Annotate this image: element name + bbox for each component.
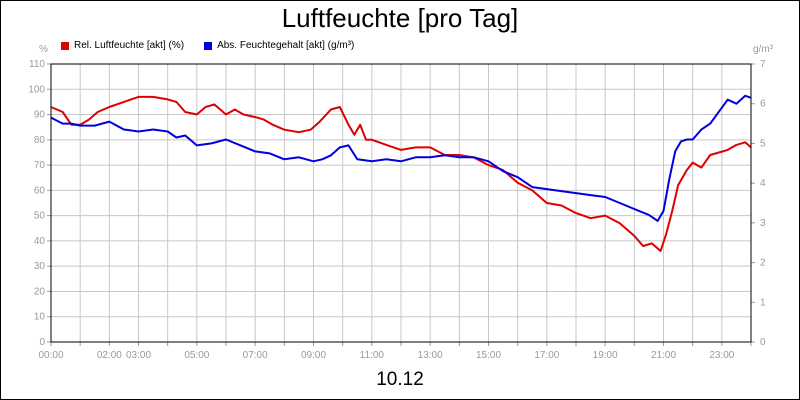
legend-item-rel-humidity: Rel. Luftfeuchte [akt] (%) — [61, 40, 184, 51]
y-right-tick-label: 6 — [760, 99, 766, 110]
x-tick-label: 17:00 — [534, 350, 559, 361]
y-right-tick-label: 5 — [760, 138, 766, 149]
y-right-tick-label: 7 — [760, 59, 766, 70]
x-tick-label: 07:00 — [243, 350, 268, 361]
y-left-tick-label: 70 — [34, 160, 46, 171]
legend-swatch-red — [61, 41, 69, 50]
x-tick-label: 23:00 — [709, 350, 734, 361]
y-left-tick-label: 30 — [34, 261, 46, 272]
legend-item-abs-humidity: Abs. Feuchtegehalt [akt] (g/m³) — [204, 40, 354, 51]
y-left-tick-label: 10 — [34, 312, 46, 323]
y-left-tick-label: 110 — [29, 59, 45, 70]
x-tick-label: 05:00 — [184, 350, 209, 361]
y-left-unit: % — [39, 44, 48, 55]
y-left-tick-label: 90 — [34, 110, 46, 121]
legend-swatch-blue — [204, 41, 213, 50]
x-tick-label: 03:00 — [126, 350, 151, 361]
chart-title: Luftfeuchte [pro Tag] — [281, 3, 519, 33]
y-right-tick-label: 0 — [760, 337, 766, 348]
series-line-abs-humidity — [50, 94, 752, 222]
x-tick-label: 00:00 — [38, 350, 63, 361]
x-tick-label: 09:00 — [301, 350, 326, 361]
y-right-unit: g/m³ — [753, 44, 773, 55]
y-right-tick-label: 3 — [760, 218, 766, 229]
date-label: 10.12 — [376, 369, 424, 390]
y-left-tick-label: 20 — [34, 286, 46, 297]
y-right-tick-label: 2 — [760, 258, 766, 269]
x-tick-label: 11:00 — [360, 350, 385, 361]
x-tick-label: 15:00 — [476, 350, 501, 361]
legend-label-rel-humidity: Rel. Luftfeuchte [akt] (%) — [74, 40, 185, 51]
x-tick-label: 21:00 — [651, 350, 676, 361]
series-line-rel-humidity — [50, 95, 752, 252]
plot-border — [50, 63, 752, 343]
y-right-tick-label: 1 — [760, 297, 766, 308]
y-right-tick-label: 4 — [760, 178, 766, 189]
x-tick-label: 02:00 — [97, 350, 122, 361]
y-left-tick-label: 60 — [34, 185, 46, 196]
y-left-tick-label: 100 — [28, 84, 45, 95]
x-tick-label: 19:00 — [593, 350, 618, 361]
legend: Rel. Luftfeuchte [akt] (%) Abs. Feuchteg… — [61, 40, 354, 51]
x-tick-label: 13:00 — [418, 350, 443, 361]
y-left-tick-label: 0 — [39, 337, 45, 348]
legend-label-abs-humidity: Abs. Feuchtegehalt [akt] (g/m³) — [217, 40, 355, 51]
y-left-tick-label: 40 — [34, 236, 46, 247]
y-left-tick-label: 80 — [34, 135, 46, 146]
y-left-tick-label: 50 — [34, 211, 46, 222]
